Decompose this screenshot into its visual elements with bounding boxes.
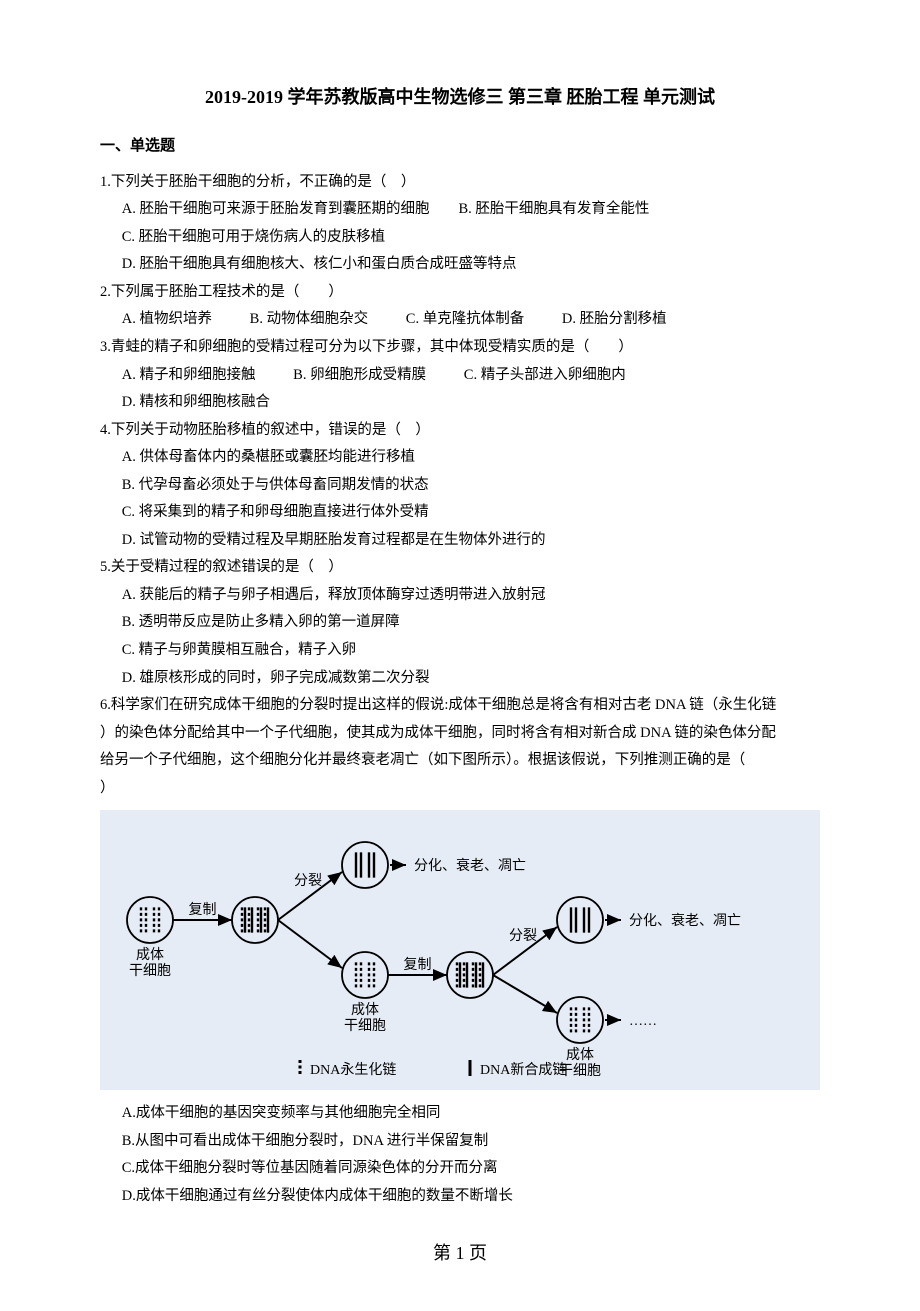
svg-text:干细胞: 干细胞	[344, 1018, 386, 1034]
option: A. 供体母畜体内的桑椹胚或囊胚均能进行移植	[122, 444, 820, 472]
question-stem: 2.下列属于胚胎工程技术的是（ ）	[100, 279, 820, 307]
question-stem-line: 6.科学家们在研究成体干细胞的分裂时提出这样的假说:成体干细胞总是将含有相对古老…	[100, 692, 820, 720]
svg-text:分裂: 分裂	[509, 928, 537, 944]
option: C.成体干细胞分裂时等位基因随着同源染色体的分开而分离	[122, 1155, 820, 1183]
option: A. 精子和卵细胞接触	[122, 362, 256, 390]
svg-text:DNA永生化链: DNA永生化链	[310, 1062, 396, 1078]
options-row: A. 精子和卵细胞接触 B. 卵细胞形成受精膜 C. 精子头部进入卵细胞内 D. 精核…	[100, 362, 820, 417]
option: D. 雄原核形成的同时，卵子完成减数第二次分裂	[122, 665, 820, 693]
svg-text:DNA新合成链: DNA新合成链	[480, 1062, 566, 1078]
option: A. 植物织培养	[122, 306, 212, 334]
svg-text:复制: 复制	[404, 956, 432, 973]
questions-container: 1.下列关于胚胎干细胞的分析，不正确的是（ ）A. 胚胎干细胞可来源于胚胎发育到…	[100, 169, 820, 1211]
svg-text:分裂: 分裂	[294, 873, 322, 889]
question-stem-line: ）的染色体分配给其中一个子代细胞，使其成为成体干细胞，同时将含有相对新合成 DN…	[100, 720, 820, 748]
question-stem-line: ）	[100, 775, 820, 803]
option: C. 单克隆抗体制备	[406, 306, 524, 334]
options-row: A. 植物织培养 B. 动物体细胞杂交 C. 单克隆抗体制备 D. 胚胎分割移植	[100, 306, 820, 334]
option: B. 卵细胞形成受精膜	[293, 362, 426, 390]
options-block: A. 供体母畜体内的桑椹胚或囊胚均能进行移植B. 代孕母畜必须处于与供体母畜同期…	[100, 444, 820, 554]
option: B. 透明带反应是防止多精入卵的第一道屏障	[122, 609, 820, 637]
question: 1.下列关于胚胎干细胞的分析，不正确的是（ ）A. 胚胎干细胞可来源于胚胎发育到…	[100, 169, 820, 279]
option: C. 精子与卵黄膜相互融合，精子入卵	[122, 637, 820, 665]
svg-text:成体: 成体	[351, 1002, 379, 1018]
option: D.成体干细胞通过有丝分裂使体内成体干细胞的数量不断增长	[122, 1183, 820, 1211]
section-heading: 一、单选题	[100, 132, 820, 161]
option: B. 动物体细胞杂交	[250, 306, 368, 334]
option: C. 胚胎干细胞可用于烧伤病人的皮肤移植	[122, 224, 385, 252]
option: D. 胚胎干细胞具有细胞核大、核仁小和蛋白质合成旺盛等特点	[122, 251, 517, 279]
question: 5.关于受精过程的叙述错误的是（ ）A. 获能后的精子与卵子相遇后，释放顶体酶穿…	[100, 554, 820, 692]
question: 4.下列关于动物胚胎移植的叙述中，错误的是（ ）A. 供体母畜体内的桑椹胚或囊胚…	[100, 417, 820, 555]
option: A. 获能后的精子与卵子相遇后，释放顶体酶穿过透明带进入放射冠	[122, 582, 820, 610]
question-stem: 3.青蛙的精子和卵细胞的受精过程可分为以下步骤，其中体现受精实质的是（ ）	[100, 334, 820, 362]
page-footer: 第 1 页	[100, 1236, 820, 1270]
option: C. 精子头部进入卵细胞内	[464, 362, 626, 390]
options-row: A. 胚胎干细胞可来源于胚胎发育到囊胚期的细胞 B. 胚胎干细胞具有发育全能性 C.…	[100, 196, 820, 279]
svg-text:成体: 成体	[566, 1047, 594, 1063]
option: D. 精核和卵细胞核融合	[122, 389, 270, 417]
svg-text:成体: 成体	[136, 947, 164, 963]
option: B. 代孕母畜必须处于与供体母畜同期发情的状态	[122, 472, 820, 500]
option: A.成体干细胞的基因突变频率与其他细胞完全相同	[122, 1100, 820, 1128]
question-stem: 5.关于受精过程的叙述错误的是（ ）	[100, 554, 820, 582]
question-stem-line: 给另一个子代细胞，这个细胞分化并最终衰老凋亡（如下图所示）。根据该假说，下列推测…	[100, 747, 820, 775]
question-stem: 1.下列关于胚胎干细胞的分析，不正确的是（ ）	[100, 169, 820, 197]
page-title: 2019-2019 学年苏教版高中生物选修三 第三章 胚胎工程 单元测试	[100, 80, 820, 114]
svg-text:……: ……	[629, 1014, 657, 1029]
option: D. 试管动物的受精过程及早期胚胎发育过程都是在生物体外进行的	[122, 527, 820, 555]
q6-figure: 复制分裂复制分裂成体干细胞成体干细胞成体干细胞分化、衰老、凋亡分化、衰老、凋亡……	[100, 810, 820, 1090]
option: B. 胚胎干细胞具有发育全能性	[458, 196, 649, 224]
question: 6.科学家们在研究成体干细胞的分裂时提出这样的假说:成体干细胞总是将含有相对古老…	[100, 692, 820, 1210]
page: 2019-2019 学年苏教版高中生物选修三 第三章 胚胎工程 单元测试 一、单…	[0, 0, 920, 1311]
svg-text:分化、衰老、凋亡: 分化、衰老、凋亡	[414, 857, 526, 874]
option: A. 胚胎干细胞可来源于胚胎发育到囊胚期的细胞	[122, 196, 430, 224]
option: C. 将采集到的精子和卵母细胞直接进行体外受精	[122, 499, 820, 527]
options-block: A.成体干细胞的基因突变频率与其他细胞完全相同B.从图中可看出成体干细胞分裂时，…	[100, 1100, 820, 1210]
svg-text:干细胞: 干细胞	[129, 963, 171, 979]
svg-text:分化、衰老、凋亡: 分化、衰老、凋亡	[629, 912, 741, 929]
svg-text:复制: 复制	[189, 901, 217, 918]
question: 3.青蛙的精子和卵细胞的受精过程可分为以下步骤，其中体现受精实质的是（ ）A. …	[100, 334, 820, 417]
options-block: A. 获能后的精子与卵子相遇后，释放顶体酶穿过透明带进入放射冠B. 透明带反应是…	[100, 582, 820, 692]
option: D. 胚胎分割移植	[562, 306, 667, 334]
question-stem: 4.下列关于动物胚胎移植的叙述中，错误的是（ ）	[100, 417, 820, 445]
question: 2.下列属于胚胎工程技术的是（ ）A. 植物织培养 B. 动物体细胞杂交 C. 单克…	[100, 279, 820, 334]
option: B.从图中可看出成体干细胞分裂时，DNA 进行半保留复制	[122, 1128, 820, 1156]
q6-figure-svg: 复制分裂复制分裂成体干细胞成体干细胞成体干细胞分化、衰老、凋亡分化、衰老、凋亡……	[100, 810, 820, 1090]
